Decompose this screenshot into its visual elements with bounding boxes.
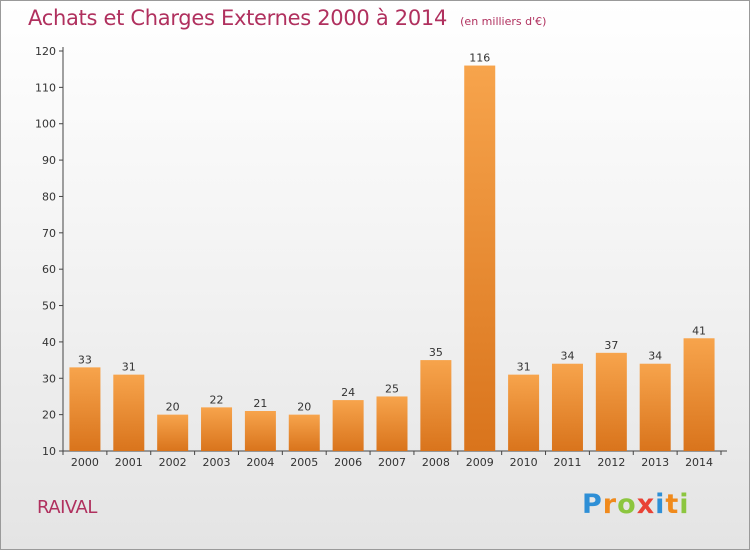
x-tick-label: 2001 xyxy=(115,456,143,469)
x-tick-label: 2000 xyxy=(71,456,99,469)
bar-2002 xyxy=(157,414,189,451)
x-tick-label: 2009 xyxy=(466,456,494,469)
logo-letter: x xyxy=(636,489,656,520)
x-tick-label: 2014 xyxy=(685,456,713,469)
y-tick-label: 50 xyxy=(42,300,56,313)
bar-value-label: 22 xyxy=(210,393,224,406)
chart-header: Achats et Charges Externes 2000 à 2014 (… xyxy=(28,6,546,30)
y-tick-label: 90 xyxy=(42,154,56,167)
bar-value-label: 24 xyxy=(341,386,355,399)
bar-value-label: 31 xyxy=(122,361,136,374)
bar-value-label: 116 xyxy=(469,52,490,65)
x-tick-label: 2006 xyxy=(334,456,362,469)
x-tick-label: 2004 xyxy=(246,456,274,469)
x-tick-label: 2007 xyxy=(378,456,406,469)
bar-2007 xyxy=(376,396,408,451)
bar-2008 xyxy=(420,360,452,451)
x-tick-label: 2011 xyxy=(553,456,581,469)
bar-2006 xyxy=(332,400,364,451)
y-tick-label: 120 xyxy=(35,45,56,58)
bar-value-label: 25 xyxy=(385,382,399,395)
y-tick-label: 100 xyxy=(35,118,56,131)
y-tick-label: 10 xyxy=(42,445,56,458)
logo-letter: P xyxy=(582,489,603,520)
bar-value-label: 31 xyxy=(517,361,531,374)
bar-value-label: 34 xyxy=(560,350,574,363)
x-tick-label: 2008 xyxy=(422,456,450,469)
x-tick-label: 2012 xyxy=(597,456,625,469)
y-tick-label: 20 xyxy=(42,409,56,422)
logo-letter: t xyxy=(665,489,680,520)
chart-subtitle: (en milliers d'€) xyxy=(460,15,547,28)
x-tick-label: 2005 xyxy=(290,456,318,469)
logo-letter: o xyxy=(617,489,637,520)
logo-letter: r xyxy=(602,489,618,520)
y-tick-label: 80 xyxy=(42,190,56,203)
bar-2014 xyxy=(683,338,715,451)
bar-2005 xyxy=(288,414,320,451)
bar-value-label: 35 xyxy=(429,346,443,359)
bar-value-label: 41 xyxy=(692,324,706,337)
y-axis: 10 20 30 40 50 60 70 80 90 100 110 120 xyxy=(35,45,64,458)
bars xyxy=(69,65,715,451)
bar-2013 xyxy=(639,363,671,451)
chart-title: Achats et Charges Externes 2000 à 2014 xyxy=(28,6,448,30)
logo-letter: i xyxy=(679,489,690,520)
bar-value-labels: 33 31 20 22 21 20 24 25 35 116 31 34 37 34 41 xyxy=(78,52,706,414)
bar-2003 xyxy=(201,407,233,451)
bar-2012 xyxy=(595,352,627,451)
bar-2004 xyxy=(244,411,276,451)
x-tick-label: 2002 xyxy=(159,456,187,469)
proxiti-logo[interactable]: Proxiti xyxy=(582,489,690,520)
logo-letter: i xyxy=(655,489,666,520)
bar-value-label: 20 xyxy=(297,401,311,414)
x-tick-label: 2003 xyxy=(203,456,231,469)
bar-2000 xyxy=(69,367,101,451)
x-tick-label: 2013 xyxy=(641,456,669,469)
y-tick-label: 40 xyxy=(42,336,56,349)
bar-value-label: 37 xyxy=(604,339,618,352)
y-tick-label: 70 xyxy=(42,227,56,240)
bar-2001 xyxy=(113,374,145,451)
bar-value-label: 21 xyxy=(253,397,267,410)
bar-value-label: 33 xyxy=(78,353,92,366)
y-tick-label: 30 xyxy=(42,372,56,385)
x-axis: 2000 2001 2002 2003 2004 2005 2006 2007 2008 2009… xyxy=(62,450,727,469)
bar-value-label: 34 xyxy=(648,350,662,363)
x-tick-label: 2010 xyxy=(510,456,538,469)
bar-2009 xyxy=(464,65,496,451)
commune-name: RAIVAL xyxy=(37,497,97,518)
y-tick-label: 60 xyxy=(42,263,56,276)
bar-value-label: 20 xyxy=(166,401,180,414)
y-tick-label: 110 xyxy=(35,81,56,94)
bar-2011 xyxy=(551,363,583,451)
bar-2010 xyxy=(508,374,540,451)
